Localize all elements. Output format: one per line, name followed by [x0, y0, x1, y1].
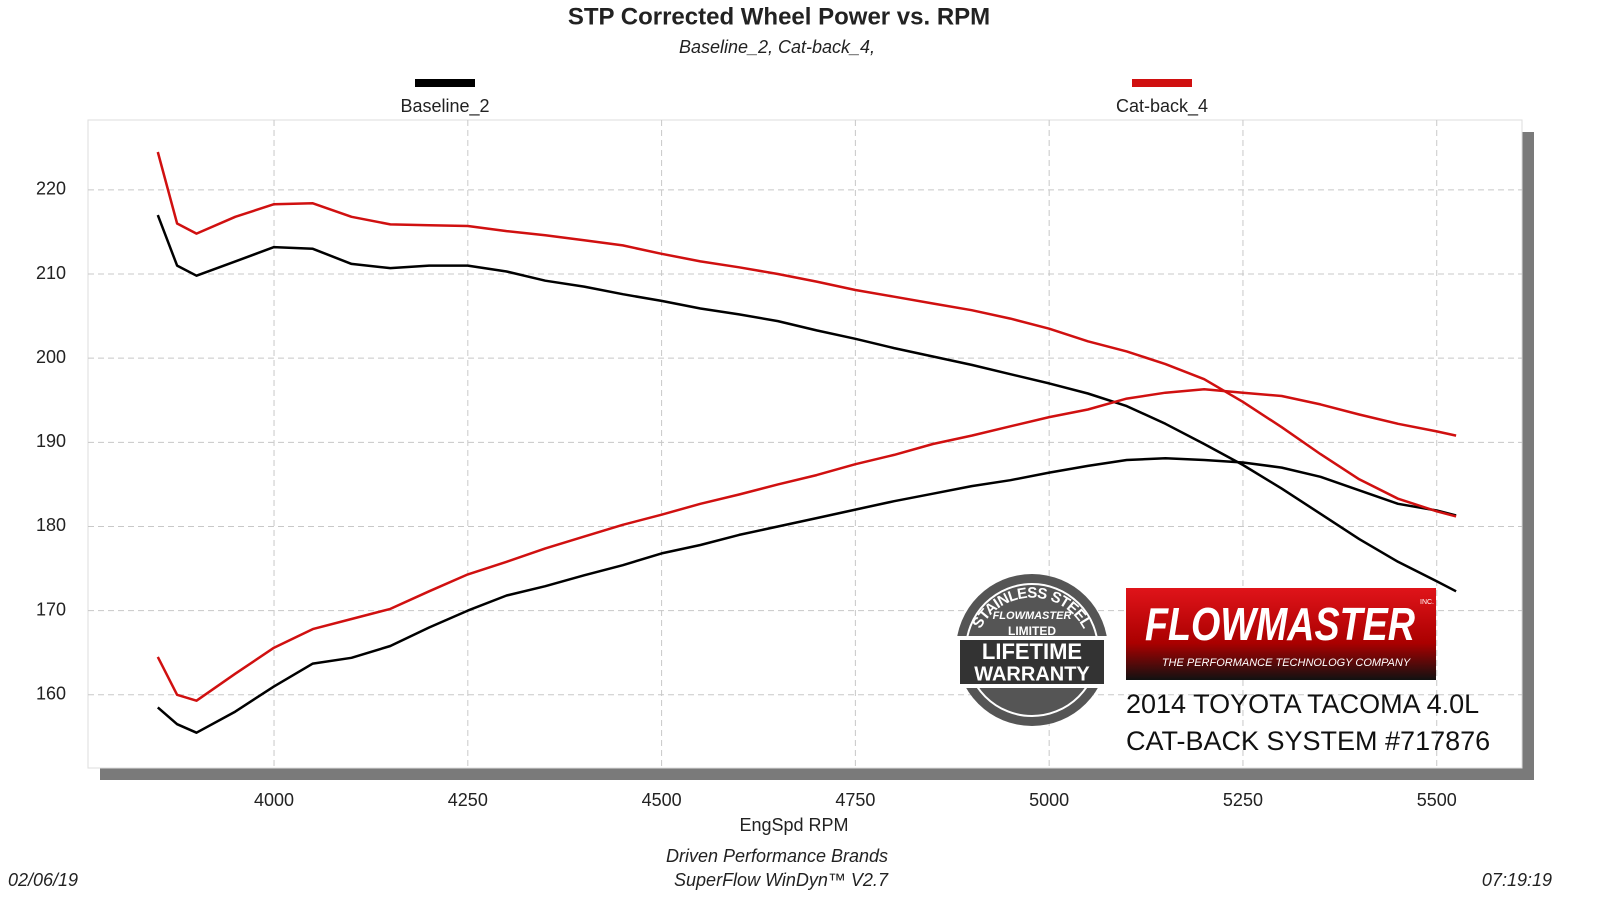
- badge-line: LIFETIME: [982, 639, 1082, 664]
- y-tick-label: 160: [36, 684, 66, 704]
- x-tick-label: 4250: [448, 790, 488, 810]
- y-tick-label: 180: [36, 515, 66, 535]
- logo-mark: INC.: [1420, 599, 1434, 606]
- y-tick-label: 220: [36, 179, 66, 199]
- caption-line: 2014 TOYOTA TACOMA 4.0L: [1126, 689, 1479, 719]
- x-tick-label: 5500: [1417, 790, 1457, 810]
- footer-line: SuperFlow WinDyn™ V2.7: [674, 870, 889, 890]
- logo-brand: FLOWMASTER: [1145, 598, 1415, 650]
- badge-line: WARRANTY: [974, 663, 1090, 685]
- x-tick-label: 5250: [1223, 790, 1263, 810]
- time: 07:19:19: [1482, 870, 1552, 890]
- x-axis-label: EngSpd RPM: [739, 815, 848, 835]
- legend-label: Cat-back_4: [1116, 96, 1208, 117]
- caption-line: CAT-BACK SYSTEM #717876: [1126, 726, 1490, 756]
- footer-line: Driven Performance Brands: [666, 846, 888, 866]
- data-line: [156, 151, 1457, 518]
- y-tick-label: 190: [36, 431, 66, 451]
- x-tick-label: 4500: [642, 790, 682, 810]
- badge-line: LIMITED: [1008, 624, 1056, 638]
- x-tick-label: 4750: [835, 790, 875, 810]
- chart-title: STP Corrected Wheel Power vs. RPM: [568, 3, 990, 30]
- warranty-badge: STAINLESS STEEL FLOWMASTER LIMITED LIFET…: [956, 574, 1108, 726]
- badge-brand: FLOWMASTER: [993, 610, 1072, 622]
- x-tick-label: 5000: [1029, 790, 1069, 810]
- x-tick-label: 4000: [254, 790, 294, 810]
- logo-tagline: THE PERFORMANCE TECHNOLOGY COMPANY: [1162, 657, 1411, 669]
- data-line: [156, 457, 1457, 734]
- y-tick-label: 200: [36, 347, 66, 367]
- data-line: [156, 214, 1457, 593]
- chart-subtitle: Baseline_2, Cat-back_4,: [679, 37, 875, 57]
- data-line: [156, 388, 1457, 702]
- y-tick-label: 170: [36, 599, 66, 619]
- legend-label: Baseline_2: [400, 96, 489, 117]
- flowmaster-logo: FLOWMASTER INC. THE PERFORMANCE TECHNOLO…: [1126, 588, 1436, 680]
- y-tick-label: 210: [36, 263, 66, 283]
- date: 02/06/19: [8, 870, 78, 890]
